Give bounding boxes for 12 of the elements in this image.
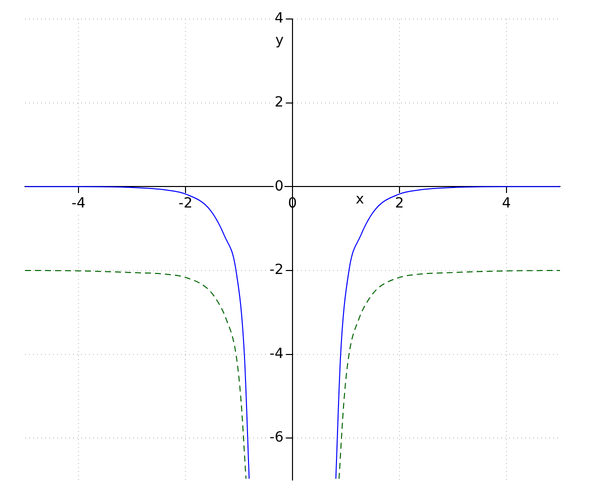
y-tick-label: 4 [274, 10, 284, 27]
y-tick-label: 2 [274, 94, 284, 110]
y-tick-label: -4 [270, 346, 284, 362]
y-tick-label: -6 [270, 430, 284, 446]
y-tick-label: -2 [270, 262, 284, 278]
x-tick-label: 4 [502, 196, 512, 212]
x-tick-label: 2 [395, 196, 404, 212]
y-tick-label: 0 [274, 178, 284, 194]
x-tick-label: -4 [72, 196, 86, 212]
x-axis-title: x [356, 191, 364, 208]
x-tick-label: -2 [178, 196, 192, 212]
y-axis-title: y [275, 32, 284, 49]
